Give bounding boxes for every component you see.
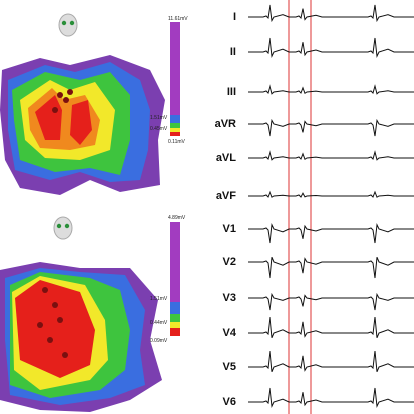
scale-label: 0.44mV [150, 320, 168, 326]
lead-label: V1 [223, 223, 236, 235]
lead-label: V5 [223, 361, 236, 373]
scale-label: 0.45mV [150, 126, 168, 132]
lead-label: aVF [216, 190, 236, 202]
lead-label: aVR [215, 118, 236, 130]
ecg-trace [248, 292, 414, 311]
head-icon [53, 216, 73, 240]
ecg-trace [248, 387, 414, 409]
ecg-trace [248, 150, 414, 161]
lead-label: I [233, 11, 236, 23]
scale-label: 1.51mV [150, 296, 168, 302]
ecg-trace [248, 37, 414, 59]
ecg-trace [248, 222, 414, 244]
scale-label: 1.51mV [150, 115, 168, 121]
ecg-trace [248, 257, 414, 279]
voltage-map-top [0, 55, 165, 195]
ecg-trace [248, 4, 414, 23]
ecg-trace [248, 190, 414, 198]
ecg-trace [248, 84, 414, 95]
ecg-trace [248, 118, 414, 137]
lead-label: V2 [223, 256, 236, 268]
voltage-map-bottom [0, 262, 162, 412]
scale-max: 4.89mV [168, 215, 186, 221]
lead-label: V4 [223, 327, 237, 339]
lead-label: aVL [216, 152, 236, 164]
color-bar-top [170, 22, 180, 136]
color-bar-bottom [170, 222, 180, 336]
ecg-trace [248, 350, 414, 372]
scale-min: 0.11mV [168, 139, 186, 145]
head-icon [58, 13, 78, 37]
lead-label: III [227, 86, 236, 98]
lead-label: V3 [223, 292, 236, 304]
scale-max: 11.61mV [168, 16, 188, 22]
lead-label: V6 [223, 396, 236, 408]
ecg-trace [248, 316, 414, 338]
lead-label: II [230, 46, 236, 58]
scale-min: 0.09mV [150, 338, 168, 344]
